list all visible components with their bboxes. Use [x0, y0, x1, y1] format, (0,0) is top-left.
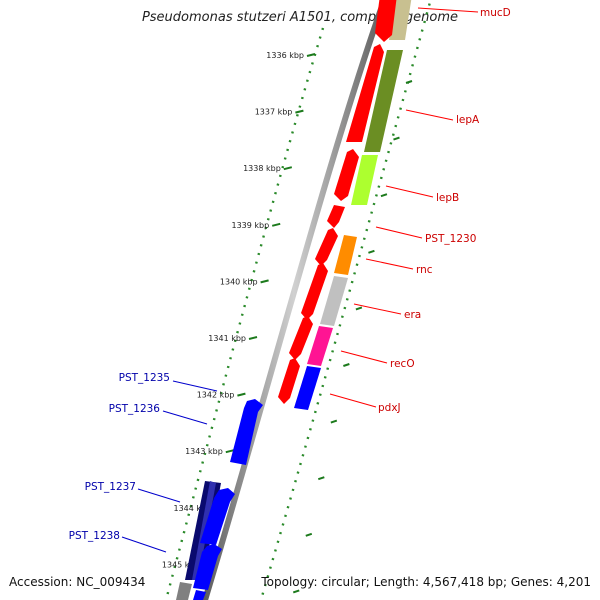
leader-era [353, 303, 402, 315]
cds-arrow-PST_1230 [327, 205, 345, 228]
leader-lepB [385, 185, 434, 198]
ruler-tick-marks [202, 53, 413, 594]
ruler-label-1338: 1338 kbp [243, 164, 281, 173]
ruler-label-1344: 1344 kbp [173, 504, 211, 513]
forward-cds-track [278, 0, 397, 404]
cds-arrow-tail-grey [176, 582, 192, 600]
cds-arrow-cds-a [315, 228, 338, 266]
ruler-outer-tick-1343 [317, 476, 325, 481]
ruler-outer-tick-1338 [380, 193, 388, 198]
cds-arrow-PST_1235 [230, 399, 263, 465]
ruler-tick-1337 [295, 109, 304, 114]
ruler-tick-1338 [283, 166, 293, 171]
ruler-tick-1336 [306, 53, 316, 57]
ruler-tick-1342 [237, 392, 246, 397]
ruler-label-1336: 1336 kbp [266, 51, 304, 60]
genome-backbone [201, 0, 388, 600]
ruler: 1336 kbp 1337 kbp 1338 kbp 1339 kbp 1340 kbp… [162, 0, 432, 600]
ruler-outer-tick-1339 [368, 249, 375, 254]
leader-PST_1238 [121, 536, 167, 553]
gene-label-PST_1236: PST_1236 [109, 403, 161, 415]
gene-label-mucD: mucD [480, 7, 511, 19]
ruler-label-1345: 1345 kbp [162, 560, 200, 569]
gene-label-PST_1237: PST_1237 [85, 481, 136, 493]
cog-block-lepB [351, 155, 378, 205]
cds-arrow-tail-blue [193, 590, 206, 600]
ruler-label-1337: 1337 kbp [255, 108, 293, 117]
ruler-tick-1341 [248, 336, 258, 340]
ruler-label-1339: 1339 kbp [231, 221, 269, 230]
gene-label-lepB: lepB [436, 192, 459, 204]
gene-label-rnc: rnc [416, 264, 433, 276]
leader-PST_1230 [375, 226, 423, 239]
gene-label-PST_1230: PST_1230 [425, 233, 476, 245]
ruler-tick-labels: 1336 kbp 1337 kbp 1338 kbp 1339 kbp 1340 kbp… [162, 51, 304, 569]
cog-track [294, 0, 412, 410]
gene-label-PST_1235: PST_1235 [119, 372, 170, 384]
ruler-outer-tick-1342 [330, 419, 338, 424]
ruler-inner-dots [164, 27, 325, 600]
cds-arrow-cds-b [301, 263, 328, 320]
ruler-tick-1339 [271, 222, 281, 227]
cog-block-era [320, 276, 348, 326]
ruler-label-1343: 1343 kbp [185, 447, 223, 456]
ruler-outer-dots [259, 0, 432, 600]
leader-lepA [405, 109, 454, 121]
ruler-outer-tick-1340 [355, 306, 363, 311]
ruler-tick-1340 [260, 279, 269, 284]
leader-PST_1235 [172, 380, 218, 392]
gene-label-era: era [404, 309, 421, 321]
leader-rnc [365, 258, 414, 270]
cog-block-recO [307, 326, 333, 366]
leader-mucD [417, 7, 479, 13]
ruler-outer-tick-1337 [393, 136, 400, 141]
ruler-outer-tick-1344 [305, 532, 313, 537]
cds-arrow-cds-d [278, 358, 300, 404]
ruler-label-1341: 1341 kbp [208, 334, 246, 343]
forward-gene-labels: mucD lepA lepB PST_1230 rnc era recO pdx… [329, 7, 511, 414]
cds-arrow-cds-c [289, 316, 313, 360]
cog-block-lepA [364, 50, 403, 152]
cds-arrow-lepA [346, 44, 384, 142]
gene-label-lepA: lepA [456, 114, 480, 126]
ruler-tick-1343 [225, 449, 235, 454]
ruler-outer-tick-1341 [343, 363, 350, 367]
leader-recO [340, 350, 388, 364]
genome-summary: Topology: circular; Length: 4,567,418 bp… [261, 575, 591, 589]
ruler-outer-tick-1336 [405, 80, 413, 84]
reverse-cds-track [176, 399, 263, 600]
cds-arrow-lepB [334, 149, 359, 201]
leader-PST_1236 [162, 410, 208, 425]
ruler-label-1340: 1340 kbp [220, 277, 258, 286]
ruler-label-1342: 1342 kbp [197, 391, 235, 400]
cds-arrow-PST_1238a [200, 488, 235, 545]
gene-label-pdxJ: pdxJ [378, 402, 401, 414]
leader-PST_1237 [137, 488, 181, 503]
gene-label-recO: recO [390, 358, 415, 370]
gene-label-PST_1238: PST_1238 [69, 530, 120, 542]
cds-arrow-PST_1238b [193, 544, 222, 590]
cog-block-rnc [334, 235, 357, 275]
leader-pdxJ [329, 393, 377, 408]
reverse-gene-labels: PST_1235 PST_1236 PST_1237 PST_1238 [69, 372, 218, 553]
ruler-outer-tick-1345 [292, 589, 300, 594]
accession-label: Accession: NC_009434 [9, 575, 146, 589]
cds-arrow-mucD [375, 0, 397, 42]
cog-block-pdxJ [294, 366, 321, 410]
